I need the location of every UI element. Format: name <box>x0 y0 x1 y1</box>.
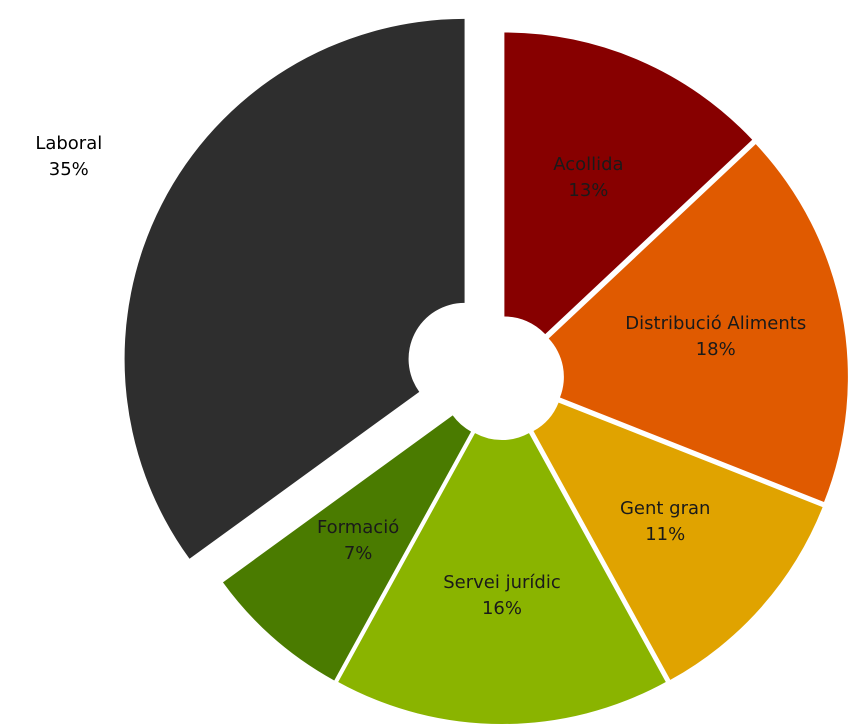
slice-value: 13% <box>568 180 609 202</box>
slice-value: 11% <box>645 523 686 545</box>
slice-category: Distribució Aliments <box>625 313 807 335</box>
pie-slice <box>504 32 753 335</box>
slice-category: Formació <box>316 517 400 539</box>
slice-label: Acollida 13% <box>493 152 683 204</box>
pie-slice <box>124 18 465 559</box>
slice-category: Acollida <box>553 154 624 176</box>
slice-label: Laboral 35% <box>0 131 164 183</box>
pie-slice <box>338 433 666 724</box>
pie-slice <box>533 402 823 680</box>
slice-label: Formació 7% <box>263 515 453 567</box>
pie-slice <box>222 415 472 681</box>
slice-label: Distribució Aliments 18% <box>621 311 811 363</box>
slice-category: Servei jurídic <box>443 571 561 593</box>
slice-category: Gent gran <box>619 497 711 519</box>
slice-label: Servei jurídic 16% <box>407 570 597 622</box>
pie-slice <box>548 144 848 503</box>
slice-value: 7% <box>343 543 373 565</box>
slice-label: Gent gran 11% <box>570 496 760 548</box>
slice-value: 18% <box>695 339 736 361</box>
slice-category: Laboral <box>35 133 103 155</box>
slice-value: 16% <box>481 597 522 619</box>
slice-value: 35% <box>48 159 89 181</box>
